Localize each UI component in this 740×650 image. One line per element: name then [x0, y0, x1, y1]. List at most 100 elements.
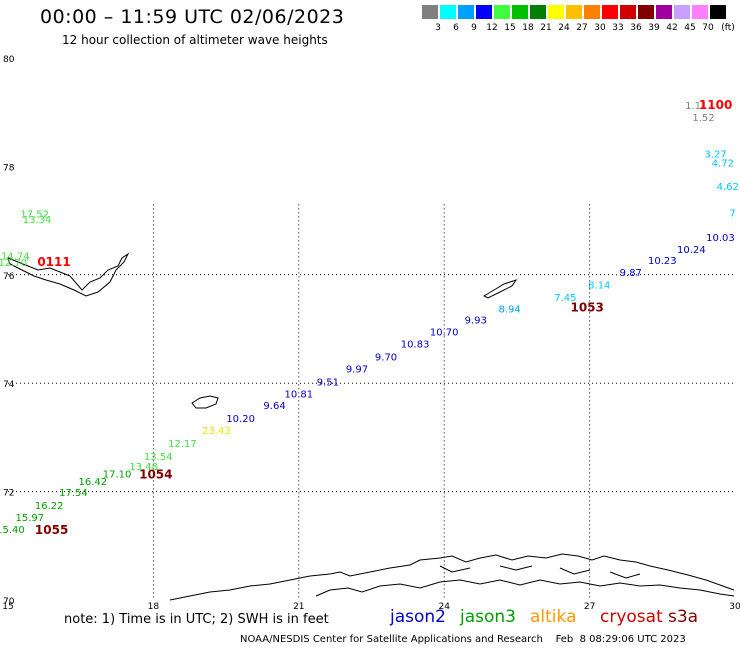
- wave-height-label: 14.74: [1, 252, 30, 263]
- wave-height-label: 15.97: [15, 513, 44, 524]
- wave-height-label: 23.43: [202, 426, 231, 437]
- wave-height-label: 8.14: [588, 280, 610, 291]
- lon-label: 24: [438, 602, 450, 612]
- wave-height-label: 7: [729, 208, 735, 219]
- satellite-legend-cryosat: cryosat: [600, 607, 663, 627]
- color-scale-tick: 18: [522, 23, 534, 33]
- color-scale-tick: 21: [540, 23, 552, 33]
- lat-label: 70: [3, 597, 15, 607]
- wave-height-label: 16.42: [78, 477, 107, 488]
- lat-label: 76: [3, 272, 15, 282]
- wave-height-label: 13.48: [129, 462, 158, 473]
- map-grid: [8, 204, 735, 600]
- wave-height-label: 8.94: [498, 305, 520, 316]
- color-scale-swatch: [440, 5, 456, 19]
- satellite-legend-jason2: jason2: [390, 607, 446, 627]
- color-scale-swatch: [548, 5, 564, 19]
- lon-label: 15: [2, 602, 13, 612]
- note-text: note: 1) Time is in UTC; 2) SWH is in fe…: [64, 612, 329, 627]
- wave-height-label: 10.83: [401, 339, 430, 350]
- satellite-legend-s3a: s3a: [668, 607, 699, 627]
- wave-height-label: 9.51: [317, 377, 339, 388]
- color-scale-swatch: [494, 5, 510, 19]
- wave-height-label: 16.22: [35, 501, 64, 512]
- wave-height-label: 17.52: [20, 209, 49, 220]
- pass-time-label: 1055: [35, 523, 68, 537]
- wave-height-label: 4.62: [717, 182, 739, 193]
- color-scale-swatch: [476, 5, 492, 19]
- wave-height-label: 9.97: [346, 364, 368, 375]
- wave-height-label: 9.93: [465, 316, 487, 327]
- satellite-legend-altika: altika: [530, 607, 577, 627]
- wave-height-label: 12.70: [0, 258, 27, 269]
- wave-height-label: 1.11: [685, 101, 707, 112]
- wave-height-label: 12.17: [168, 439, 197, 450]
- wave-height-label: 15.40: [0, 525, 25, 536]
- color-scale-swatch: [638, 5, 654, 19]
- wave-height-label: 17.10: [103, 470, 132, 481]
- color-scale-swatch: [656, 5, 672, 19]
- color-scale-tick: 24: [558, 23, 570, 33]
- wave-height-label: 10.70: [430, 328, 459, 339]
- wave-height-label: 10.20: [226, 414, 255, 425]
- pass-time-label: 0111: [37, 255, 70, 269]
- color-scale-tick: 36: [630, 23, 642, 33]
- color-scale-tick: 3: [435, 23, 441, 33]
- color-scale-tick: 45: [684, 23, 696, 33]
- wave-height-label: 17.54: [59, 488, 88, 499]
- wave-height-label: 9.87: [620, 268, 642, 279]
- wave-height-label: 13.54: [144, 452, 173, 463]
- wave-height-label: 13.34: [23, 215, 52, 226]
- wave-height-label: 10.24: [677, 245, 706, 256]
- color-scale-swatch: [710, 5, 726, 19]
- lon-label: 27: [584, 602, 595, 612]
- wave-height-label: 4.72: [712, 158, 734, 169]
- coastline-norway: [169, 553, 735, 601]
- pass-time-label: 1054: [139, 468, 172, 482]
- coastline-svalbard: [7, 252, 130, 297]
- wave-height-label: 1.52: [692, 113, 714, 124]
- color-scale-swatch: [692, 5, 708, 19]
- color-scale-tick: 30: [594, 23, 606, 33]
- wave-height-label: 9.64: [263, 401, 285, 412]
- lon-label: 21: [293, 602, 304, 612]
- color-scale-swatch: [566, 5, 582, 19]
- color-scale-swatch: [584, 5, 600, 19]
- wave-height-label: 10.81: [284, 389, 313, 400]
- wave-height-label: 9.70: [375, 352, 397, 363]
- page-subtitle: 12 hour collection of altimeter wave hei…: [62, 33, 328, 47]
- lat-label: 80: [3, 55, 15, 65]
- wave-height-label: 10.23: [648, 256, 677, 267]
- color-scale-unit: (ft): [721, 23, 735, 33]
- lat-label: 78: [3, 163, 15, 173]
- color-scale-tick: 33: [612, 23, 624, 33]
- lat-label: 72: [3, 489, 14, 499]
- lat-label: 74: [3, 380, 15, 390]
- color-scale-tick: 9: [471, 23, 477, 33]
- color-scale-tick: 39: [648, 23, 660, 33]
- wave-height-label: 7.45: [554, 293, 576, 304]
- credit-line: NOAA/NESDIS Center for Satellite Applica…: [240, 634, 686, 645]
- coastline-bear-island: [191, 395, 219, 409]
- wave-height-label: 10.03: [706, 233, 735, 244]
- color-scale-swatch: [602, 5, 618, 19]
- coastline-hopen: [482, 279, 518, 299]
- satellite-legend-jason3: jason3: [460, 607, 516, 627]
- color-scale-tick: 27: [576, 23, 588, 33]
- color-scale-swatch: [512, 5, 528, 19]
- color-scale-swatch: [458, 5, 474, 19]
- pass-time-label: 1100: [699, 98, 732, 112]
- lon-label: 30: [729, 602, 740, 612]
- wave-height-label: 3.27: [704, 150, 726, 161]
- color-scale-tick: 6: [453, 23, 459, 33]
- color-scale-tick: 70: [702, 23, 714, 33]
- lon-label: 18: [148, 602, 160, 612]
- color-scale-tick: 42: [666, 23, 678, 33]
- color-scale-swatch: [620, 5, 636, 19]
- color-scale-swatch: [674, 5, 690, 19]
- color-scale-tick: 15: [504, 23, 516, 33]
- color-scale-swatch: [530, 5, 546, 19]
